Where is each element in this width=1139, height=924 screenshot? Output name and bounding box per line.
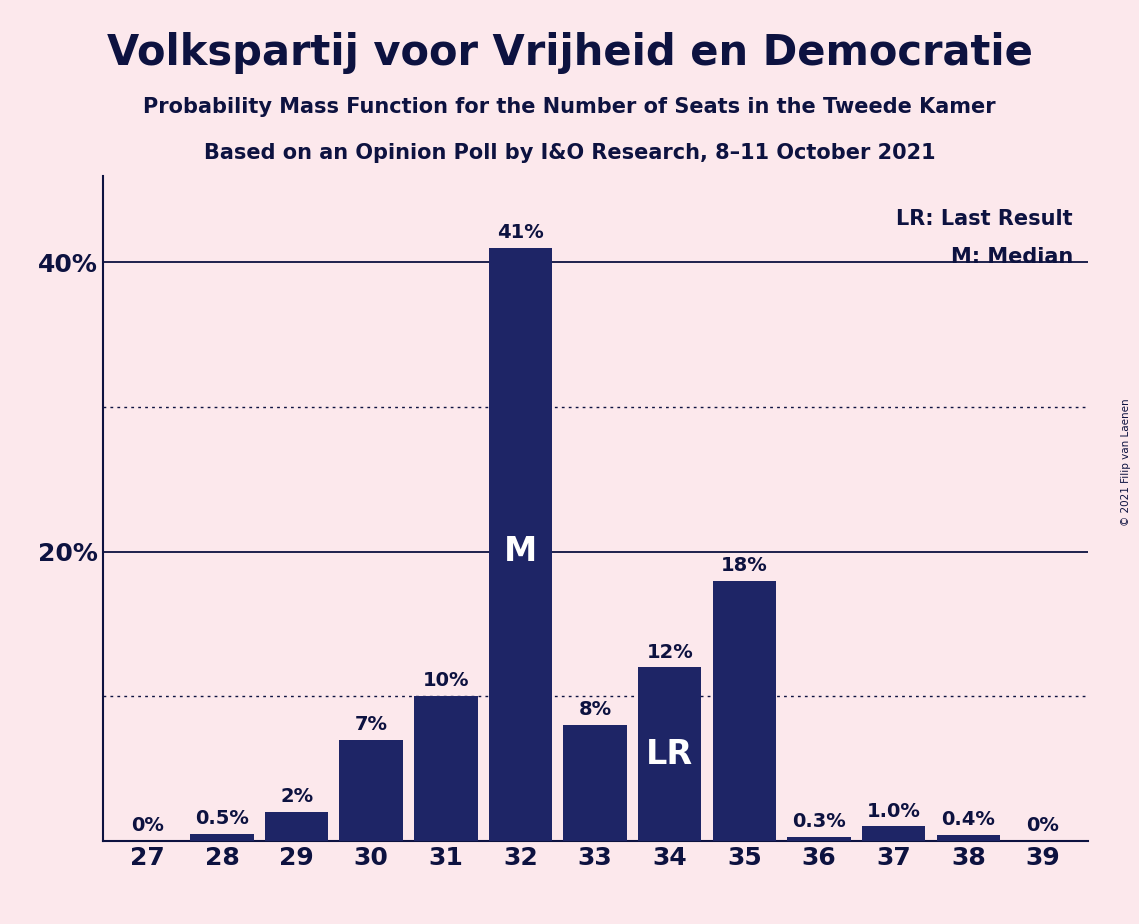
Text: 10%: 10% xyxy=(423,672,469,690)
Text: 0.3%: 0.3% xyxy=(792,811,846,831)
Text: LR: Last Result: LR: Last Result xyxy=(896,209,1073,229)
Text: 0%: 0% xyxy=(1026,816,1059,835)
Text: Based on an Opinion Poll by I&O Research, 8–11 October 2021: Based on an Opinion Poll by I&O Research… xyxy=(204,143,935,164)
Text: 0.5%: 0.5% xyxy=(195,808,248,828)
Text: LR: LR xyxy=(646,737,694,771)
Text: M: Median: M: Median xyxy=(951,247,1073,267)
Bar xyxy=(936,835,1000,841)
Bar xyxy=(339,739,403,841)
Text: M: M xyxy=(503,535,538,568)
Bar xyxy=(638,667,702,841)
Text: 0%: 0% xyxy=(131,816,164,835)
Text: 2%: 2% xyxy=(280,787,313,806)
Bar xyxy=(564,725,626,841)
Bar xyxy=(415,696,477,841)
Text: 1.0%: 1.0% xyxy=(867,802,920,821)
Text: 18%: 18% xyxy=(721,555,768,575)
Bar xyxy=(190,833,254,841)
Text: Probability Mass Function for the Number of Seats in the Tweede Kamer: Probability Mass Function for the Number… xyxy=(144,97,995,117)
Text: © 2021 Filip van Laenen: © 2021 Filip van Laenen xyxy=(1121,398,1131,526)
Text: 7%: 7% xyxy=(354,715,387,734)
Bar xyxy=(489,248,552,841)
Bar xyxy=(265,812,328,841)
Text: 41%: 41% xyxy=(497,223,543,242)
Text: 8%: 8% xyxy=(579,700,612,720)
Bar xyxy=(862,826,925,841)
Text: 12%: 12% xyxy=(647,642,694,662)
Text: Volkspartij voor Vrijheid en Democratie: Volkspartij voor Vrijheid en Democratie xyxy=(107,32,1032,74)
Bar xyxy=(713,580,776,841)
Bar xyxy=(787,836,851,841)
Text: 0.4%: 0.4% xyxy=(942,810,995,829)
